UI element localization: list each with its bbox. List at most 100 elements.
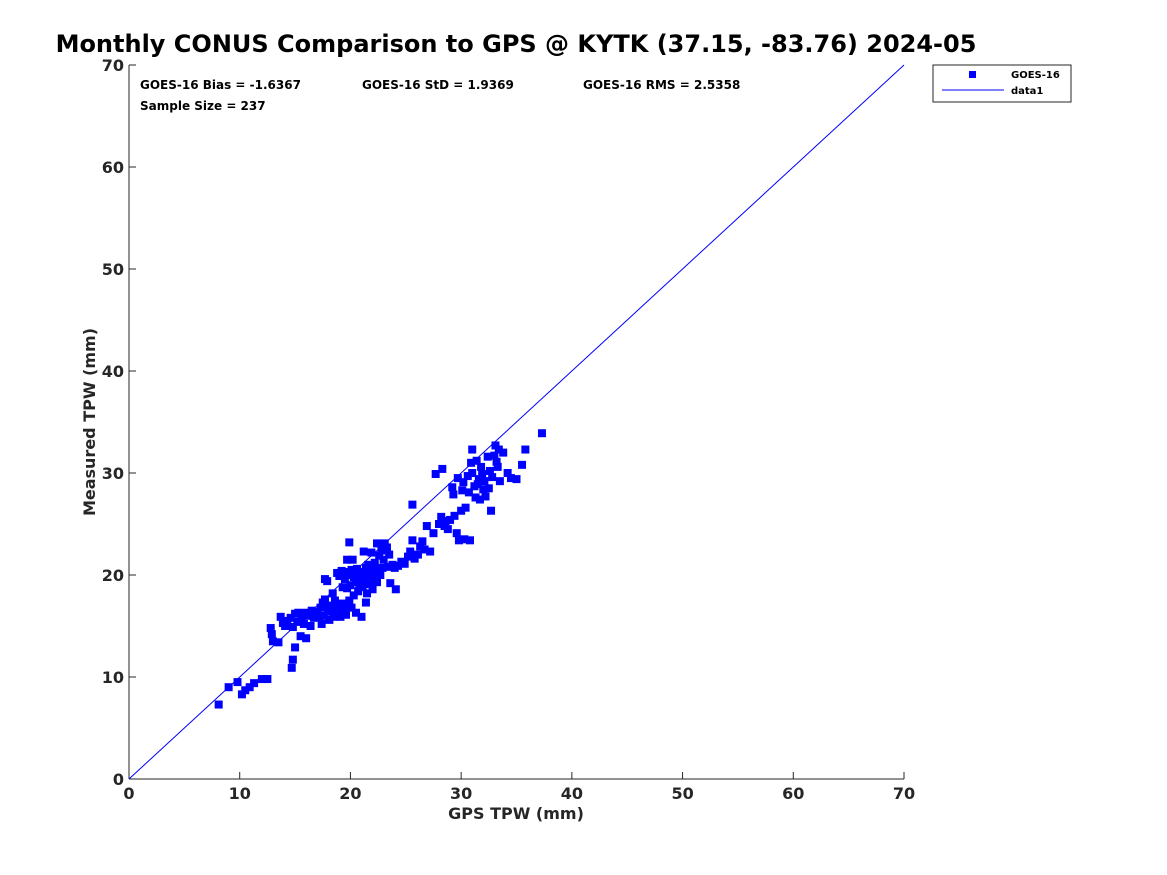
scatter-point xyxy=(437,512,446,521)
scatter-point xyxy=(309,613,318,622)
scatter-point xyxy=(224,683,233,692)
scatter-point xyxy=(460,535,469,544)
scatter-point xyxy=(473,480,482,489)
scatter-point xyxy=(364,574,373,583)
scatter-point xyxy=(359,547,368,556)
scatter-point xyxy=(376,571,385,579)
scatter-point xyxy=(446,515,455,524)
scatter-point xyxy=(366,580,375,589)
stat-std: GOES-16 StD = 1.9369 xyxy=(362,78,514,92)
scatter-point xyxy=(368,571,377,579)
scatter-point xyxy=(413,550,422,559)
scatter-point xyxy=(490,451,499,460)
scatter-point xyxy=(379,555,388,564)
scatter-point xyxy=(348,555,357,564)
scatter-point xyxy=(263,675,272,684)
scatter-point xyxy=(380,539,389,548)
scatter-point xyxy=(288,623,297,632)
scatter-point xyxy=(315,612,324,621)
scatter-point xyxy=(320,595,329,604)
scatter-point xyxy=(449,490,458,499)
scatter-point xyxy=(266,624,275,633)
scatter-point xyxy=(367,548,376,557)
scatter-point xyxy=(297,615,306,624)
identity-line xyxy=(128,64,905,780)
scatter-point xyxy=(245,683,254,692)
scatter-point xyxy=(477,462,486,471)
scatter-point xyxy=(365,566,374,575)
scatter-point xyxy=(294,608,303,617)
scatter-point xyxy=(293,617,302,626)
scatter-point xyxy=(458,486,467,495)
scatter-point xyxy=(431,470,440,479)
scatter-point xyxy=(323,577,332,586)
scatter-point xyxy=(416,542,425,551)
scatter-point xyxy=(359,568,368,577)
scatter-point xyxy=(296,632,305,641)
scatter-point xyxy=(358,583,367,592)
scatter-point xyxy=(503,469,512,477)
scatter-point xyxy=(368,585,377,594)
y-tick-label: 60 xyxy=(102,158,124,177)
scatter-point xyxy=(464,488,473,497)
scatter-point xyxy=(371,564,380,573)
scatter-point xyxy=(461,503,470,512)
scatter-point xyxy=(512,475,521,484)
scatter-point xyxy=(468,445,477,454)
y-tick-label: 40 xyxy=(102,362,124,381)
scatter-point xyxy=(346,581,355,590)
scatter-point xyxy=(438,464,447,473)
x-tick-label: 70 xyxy=(893,784,915,803)
scatter-point xyxy=(475,495,484,504)
scatter-point xyxy=(487,506,496,515)
scatter-point xyxy=(363,589,372,598)
scatter-point xyxy=(351,608,360,617)
scatter-point xyxy=(337,566,346,575)
scatter-point xyxy=(274,638,283,647)
scatter-point xyxy=(404,552,412,561)
scatter-point xyxy=(457,506,466,515)
scatter-point xyxy=(491,441,500,450)
scatter-point xyxy=(237,690,246,699)
scatter-point xyxy=(375,551,384,560)
scatter-point xyxy=(506,474,515,483)
y-tick-label: 20 xyxy=(102,566,124,585)
scatter-point xyxy=(450,511,459,520)
x-tick-label: 60 xyxy=(782,784,804,803)
scatter-point xyxy=(299,619,308,628)
scatter-point xyxy=(340,575,349,584)
scatter-point xyxy=(485,466,494,475)
scatter-point xyxy=(349,591,358,600)
scatter-point xyxy=(334,608,343,617)
scatter-point xyxy=(408,500,417,509)
scatter-point xyxy=(319,611,328,620)
x-tick-label: 10 xyxy=(229,784,251,803)
scatter-point xyxy=(347,603,356,612)
scatter-point xyxy=(422,522,431,531)
scatter-point xyxy=(478,470,487,479)
identity-line-layer xyxy=(128,64,905,780)
y-tick-label: 0 xyxy=(113,770,124,789)
legend-label-data1: data1 xyxy=(1011,86,1043,97)
scatter-point xyxy=(250,679,259,688)
scatter-point xyxy=(441,516,450,525)
legend-marker-goes16 xyxy=(969,71,976,78)
scatter-point xyxy=(454,536,463,545)
scatter-point xyxy=(495,477,504,486)
y-axis-label: Measured TPW (mm) xyxy=(80,328,99,516)
scatter-point xyxy=(384,562,393,571)
tick-group: 0 10 20 30 40 50 60 70 0 10 20 30 40 50 60 70 xyxy=(102,56,915,803)
scatter-point xyxy=(377,546,386,555)
scatter-point xyxy=(410,554,419,563)
scatter-point xyxy=(364,560,373,569)
scatter-point xyxy=(499,448,508,457)
scatter-point xyxy=(463,472,472,481)
scatter-point xyxy=(474,475,483,484)
scatter-point xyxy=(493,462,502,471)
scatter-point xyxy=(418,537,427,546)
scatter-point xyxy=(339,605,348,614)
scatter-point xyxy=(337,599,346,608)
stat-sample-size: Sample Size = 237 xyxy=(140,99,266,113)
scatter-point xyxy=(357,612,366,621)
